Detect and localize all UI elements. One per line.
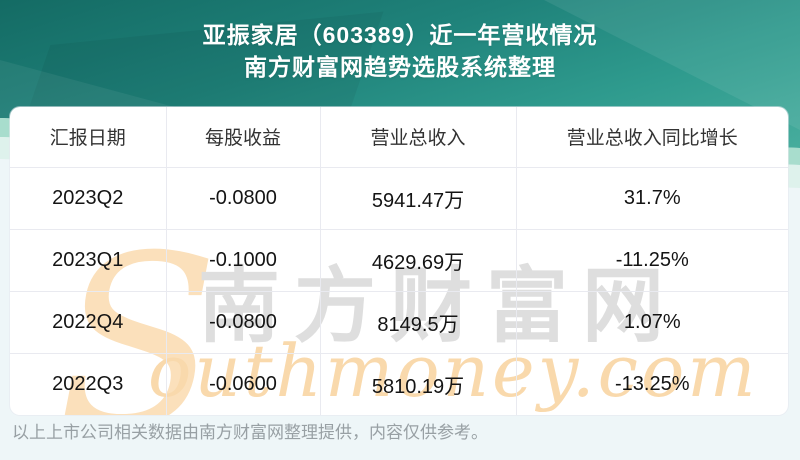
table-row: 2023Q1 -0.1000 4629.69万 -11.25% bbox=[10, 229, 788, 292]
cell-yoy-growth: 31.7% bbox=[516, 167, 788, 230]
cell-yoy-growth: 1.07% bbox=[516, 291, 788, 354]
page-title: 亚振家居（603389）近一年营收情况 bbox=[202, 22, 598, 48]
revenue-table: 汇报日期 每股收益 营业总收入 营业总收入同比增长 2023Q2 -0.0800… bbox=[10, 107, 788, 415]
cell-eps: -0.0600 bbox=[166, 353, 321, 415]
cell-eps: -0.0800 bbox=[166, 167, 321, 230]
col-header-total-revenue: 营业总收入 bbox=[320, 107, 517, 168]
table-row: 2022Q3 -0.0600 5810.19万 -13.25% bbox=[10, 353, 788, 415]
cell-total-revenue: 5810.19万 bbox=[320, 353, 517, 415]
table-row: 2023Q2 -0.0800 5941.47万 31.7% bbox=[10, 167, 788, 230]
cell-yoy-growth: -11.25% bbox=[516, 229, 788, 292]
cell-report-date: 2023Q1 bbox=[10, 229, 167, 292]
cell-total-revenue: 4629.69万 bbox=[320, 229, 517, 292]
cell-eps: -0.0800 bbox=[166, 291, 321, 354]
cell-report-date: 2022Q4 bbox=[10, 291, 167, 354]
col-header-report-date: 汇报日期 bbox=[10, 107, 167, 168]
revenue-table-card: S outhmoney.com 南方财富网 汇报日期 每股收益 营业总收入 营业… bbox=[10, 107, 788, 415]
page-subtitle: 南方财富网趋势选股系统整理 bbox=[244, 54, 556, 80]
table-header-row: 汇报日期 每股收益 营业总收入 营业总收入同比增长 bbox=[10, 107, 788, 168]
cell-total-revenue: 8149.5万 bbox=[320, 291, 517, 354]
col-header-eps: 每股收益 bbox=[166, 107, 321, 168]
footer-disclaimer: 以上上市公司相关数据由南方财富网整理提供，内容仅供参考。 bbox=[12, 423, 488, 442]
cell-report-date: 2023Q2 bbox=[10, 167, 167, 230]
table-row: 2022Q4 -0.0800 8149.5万 1.07% bbox=[10, 291, 788, 354]
cell-yoy-growth: -13.25% bbox=[615, 372, 690, 395]
cell-report-date: 2022Q3 bbox=[10, 353, 167, 415]
cell-eps: -0.1000 bbox=[166, 229, 321, 292]
cell-total-revenue: 5941.47万 bbox=[320, 167, 517, 230]
col-header-yoy-growth: 营业总收入同比增长 bbox=[516, 107, 788, 168]
